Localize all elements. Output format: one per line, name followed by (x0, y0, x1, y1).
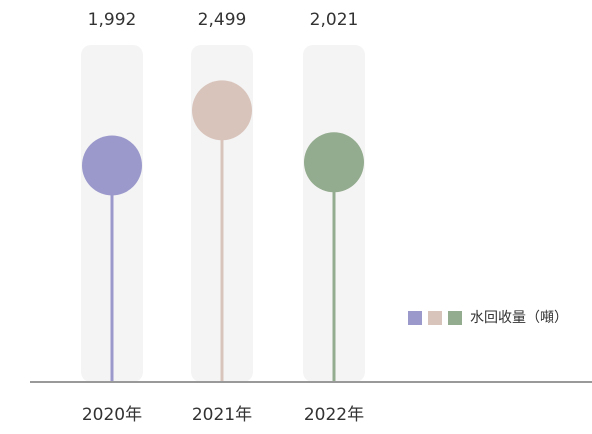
x-tick-label: 2020年 (82, 405, 142, 425)
value-label: 2,021 (310, 10, 359, 30)
x-tick-label: 2022年 (304, 405, 364, 425)
dot (82, 135, 142, 196)
legend-swatch (408, 311, 422, 325)
dot (304, 132, 364, 193)
legend-label: 水回收量（噸） (470, 310, 568, 326)
legend-swatch (448, 311, 462, 325)
dot (192, 80, 252, 141)
x-tick-label: 2021年 (192, 405, 252, 425)
value-label: 1,992 (88, 10, 137, 30)
legend-swatch (428, 311, 442, 325)
value-label: 2,499 (198, 10, 247, 30)
